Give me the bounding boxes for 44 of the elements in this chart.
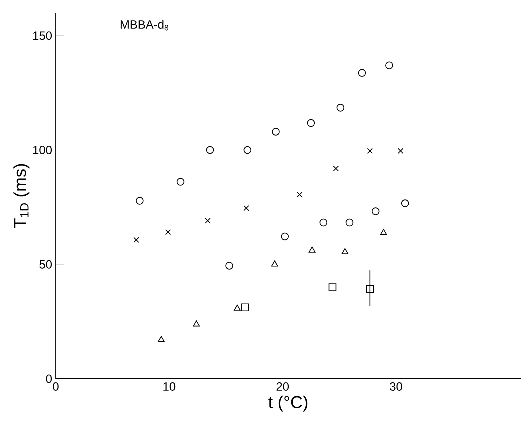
point <box>206 146 214 154</box>
point <box>401 200 410 208</box>
point <box>372 208 380 216</box>
y-tick-label: 50 <box>40 260 52 269</box>
point <box>226 262 234 270</box>
point <box>242 304 250 312</box>
point <box>346 218 354 227</box>
x-tick-label: 0 <box>53 382 59 391</box>
point <box>367 148 374 154</box>
point <box>358 69 366 78</box>
point <box>281 232 289 241</box>
x-tick-label: 30 <box>390 382 402 391</box>
point <box>296 192 303 198</box>
point <box>272 128 280 136</box>
point <box>193 320 200 327</box>
point <box>244 205 250 212</box>
x-tick-label: 20 <box>276 382 290 391</box>
point <box>333 166 339 172</box>
y-tick-label: 100 <box>33 146 52 154</box>
point <box>244 146 252 154</box>
point <box>380 229 388 236</box>
point <box>328 284 337 292</box>
point <box>386 62 394 70</box>
point <box>176 178 185 186</box>
annotation: MBBA-d$_{8}$ <box>120 20 169 31</box>
point <box>320 218 328 227</box>
y-tick-label: 0 <box>46 374 52 384</box>
point <box>165 230 172 236</box>
point <box>158 336 165 342</box>
point <box>308 246 316 253</box>
point <box>205 218 211 224</box>
point <box>271 260 278 267</box>
x-tick-label: 10 <box>164 382 176 391</box>
point <box>398 148 404 154</box>
point <box>134 237 140 244</box>
point <box>366 285 374 293</box>
x-axis-title: t (°C) <box>268 396 308 412</box>
point <box>234 304 241 311</box>
y-axis-title: T$_{1D}$ (ms) <box>14 164 30 228</box>
point <box>136 197 144 205</box>
y-tick-label: 150 <box>33 32 52 40</box>
point <box>336 104 345 112</box>
point <box>342 248 349 254</box>
point <box>307 119 316 128</box>
